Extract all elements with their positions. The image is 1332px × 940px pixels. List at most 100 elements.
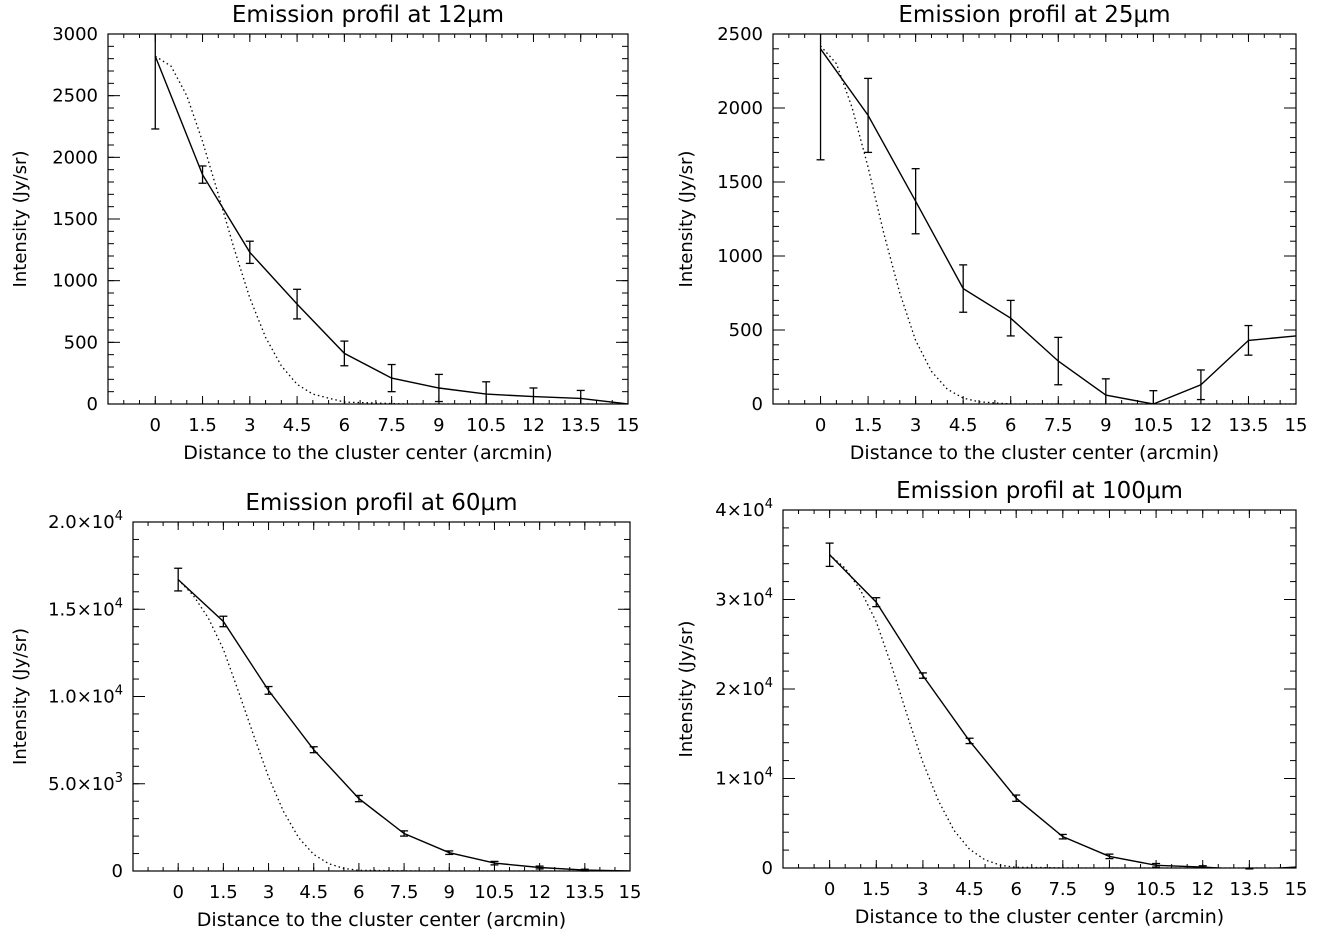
error-bar: [445, 850, 454, 856]
y-tick-mantissa: 1.5×10: [48, 599, 115, 620]
error-bar: [174, 567, 183, 592]
x-tick-label: 0: [172, 882, 183, 903]
y-tick-mantissa: 4×10: [715, 500, 764, 521]
error-bar: [400, 830, 409, 837]
y-tick-label: 0: [762, 858, 773, 879]
y-axis-label: Intensity (Jy/sr): [10, 151, 31, 288]
y-tick-label: 1×104: [715, 766, 773, 790]
chart-title: Emission profil at 100μm: [896, 478, 1183, 504]
error-bar: [340, 340, 349, 367]
error-bar: [219, 615, 228, 628]
y-tick-label: 0: [752, 394, 763, 415]
error-bar: [918, 672, 927, 679]
x-tick-label: 15: [1285, 879, 1308, 900]
x-tick-label: 9: [1100, 415, 1111, 436]
x-axis-label: Distance to the cluster center (arcmin): [850, 442, 1219, 464]
y-tick-label: 500: [729, 320, 763, 341]
x-tick-label: 3: [910, 415, 921, 436]
y-tick-label: 1500: [52, 209, 98, 230]
x-tick-label: 13.5: [1229, 879, 1269, 900]
y-tick-mantissa: 3×10: [715, 590, 764, 611]
chart-title-unit: μm: [481, 490, 518, 516]
y-tick-label: 2000: [52, 147, 98, 168]
error-bar: [1152, 862, 1161, 868]
chart-panel-2: Emission profil at 25μm 0 1.5 3 4.5 6 7.5 9 10.5…: [676, 2, 1307, 464]
error-bar: [482, 381, 491, 404]
plot-frame: [782, 509, 1297, 869]
error-bar: [151, 34, 160, 130]
error-bar: [354, 794, 363, 803]
model-curve: [154, 55, 628, 404]
error-bar: [309, 746, 318, 754]
x-tick-label: 6: [1005, 415, 1016, 436]
model-curve: [820, 45, 1296, 404]
y-tick-label: 3000: [52, 24, 98, 45]
x-tick-label: 7.5: [377, 415, 406, 436]
y-tick-label: 4×104: [715, 497, 773, 521]
y-tick-exponent: 4: [765, 766, 773, 781]
y-tick-exponent: 4: [765, 497, 773, 512]
error-bar: [245, 240, 254, 265]
chart-title: Emission profil at 12μm: [232, 2, 504, 28]
error-bar: [529, 387, 538, 404]
x-tick-label: 7.5: [390, 882, 419, 903]
x-tick-label: 4.5: [299, 882, 328, 903]
y-tick-exponent: 4: [765, 676, 773, 691]
error-bar: [1006, 299, 1015, 337]
chart-panel-4: Emission profil at 100μm 0 1.5 3 4.5 6 7.5 9 10.…: [676, 478, 1307, 928]
plot-frame: [132, 521, 631, 872]
x-tick-label: 7.5: [1044, 415, 1073, 436]
x-tick-label: 15: [617, 415, 640, 436]
x-tick-label: 4.5: [283, 415, 312, 436]
x-tick-label: 0: [824, 879, 835, 900]
x-tick-label: 1.5: [209, 882, 238, 903]
x-tick-label: 1.5: [862, 879, 891, 900]
error-bar: [1149, 390, 1158, 404]
error-bar: [965, 737, 974, 745]
error-bar: [434, 373, 443, 403]
model-curve: [829, 554, 1296, 868]
y-tick-mantissa: 2×10: [715, 679, 764, 700]
y-tick-label: 3×104: [715, 587, 773, 611]
y-tick-label: 1000: [717, 246, 763, 267]
measured-profile-line: [154, 55, 628, 404]
error-bar: [816, 34, 825, 161]
y-tick-mantissa: 0: [112, 861, 123, 882]
x-tick-label: 6: [353, 882, 364, 903]
x-tick-label: 10.5: [1136, 879, 1176, 900]
x-tick-label: 7.5: [1048, 879, 1077, 900]
error-bar: [872, 597, 881, 608]
y-tick-mantissa: 5.0×10: [48, 774, 115, 795]
y-tick-exponent: 4: [115, 684, 123, 699]
measured-profile-line: [177, 579, 630, 871]
y-tick-label: 2×104: [715, 676, 773, 700]
error-bar: [1245, 868, 1254, 870]
x-tick-label: 13.5: [565, 882, 605, 903]
error-bar: [198, 165, 207, 184]
y-tick-label: 1.5×104: [48, 596, 123, 620]
chart-title-text: Emission profil at 25: [898, 2, 1133, 28]
y-tick-mantissa: 1.0×10: [48, 687, 115, 708]
x-tick-label: 0: [815, 415, 826, 436]
y-tick-label: 0: [112, 861, 123, 882]
chart-title-unit: μm: [1146, 478, 1183, 504]
error-bar: [387, 363, 396, 393]
error-bar: [264, 685, 273, 695]
x-tick-label: 13.5: [561, 415, 601, 436]
model-curve: [177, 579, 630, 871]
x-tick-label: 4.5: [955, 879, 984, 900]
chart-title-text: Emission profil at 60: [245, 490, 480, 516]
error-bar: [1105, 853, 1114, 860]
x-axis-label: Distance to the cluster center (arcmin): [183, 442, 552, 464]
y-tick-mantissa: 1×10: [715, 769, 764, 790]
plot-frame: [772, 33, 1297, 405]
y-tick-label: 2500: [717, 24, 763, 45]
x-tick-label: 15: [1285, 415, 1308, 436]
y-tick-mantissa: 2.0×10: [48, 512, 115, 533]
y-tick-label: 1500: [717, 172, 763, 193]
y-tick-label: 2500: [52, 86, 98, 107]
x-tick-label: 6: [1010, 879, 1021, 900]
x-tick-label: 12: [1191, 879, 1214, 900]
error-bar: [1054, 336, 1063, 386]
